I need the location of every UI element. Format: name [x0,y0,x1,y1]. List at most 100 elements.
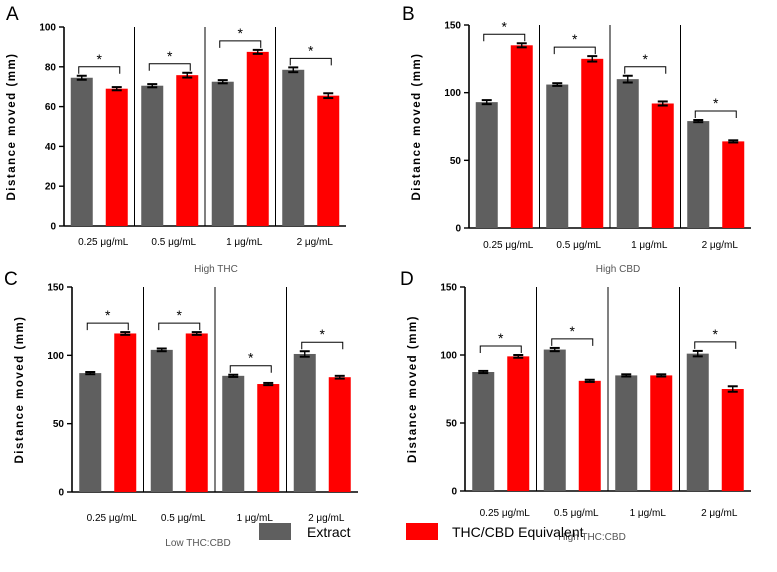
legend: Extract THC/CBD Equivalent [259,523,584,540]
significance-bracket [219,40,262,48]
category-label: 2 μg/mL [308,513,345,524]
significance-star: * [248,350,254,366]
y-tick-label: 50 [450,156,462,167]
y-tick-label: 0 [451,487,457,498]
y-tick-label: 150 [444,21,461,32]
significance-bracket [86,322,129,331]
bar-equivalent [105,88,128,226]
y-tick-label: 100 [444,88,461,99]
panel-title: High THC:CBD [558,532,626,543]
y-axis-label: Distance moved (mm) [411,52,423,200]
significance-bracket [158,322,201,331]
bar-equivalent [510,45,533,228]
significance-star: * [713,95,719,111]
significance-bracket [694,110,737,119]
panel-title: High CBD [596,264,640,275]
legend-label-equivalent: THC/CBD Equivalent [452,524,584,540]
significance-bracket [479,345,522,353]
category-label: 2 μg/mL [297,237,334,248]
panel-letter: D [400,269,414,290]
bar-extract [686,353,709,491]
bar-equivalent [176,75,199,227]
bar-equivalent [317,95,340,226]
significance-star: * [177,307,183,323]
category-label: 0.5 μg/mL [161,513,206,524]
y-axis-label: Distance moved (mm) [14,315,26,463]
bar-extract [615,375,638,491]
bar-extract [616,79,639,228]
panel-letter: A [6,4,19,25]
panel-title: Low THC:CBD [165,538,230,549]
y-tick-label: 0 [50,222,56,233]
bar-equivalent [581,58,604,229]
category-label: 2 μg/mL [702,240,739,251]
panel-letter: B [402,4,415,25]
panel-d: D 0 50 100 150 Distance moved (mm) * 0.25 μg/mL… [400,269,751,543]
y-tick-label: 100 [440,351,457,362]
legend-swatch-extract [259,523,291,540]
y-tick-label: 50 [53,419,65,430]
bar-extract [70,77,93,227]
y-tick-label: 40 [45,142,57,153]
significance-bracket [551,338,594,346]
significance-bracket [148,63,191,71]
category-label: 2 μg/mL [701,508,738,519]
significance-star: * [238,25,244,41]
significance-bracket [301,341,344,350]
panel-a: A 0 20 40 60 80 100 Distance moved (mm) * 0.25 μg… [6,4,346,275]
bar-extract [150,349,173,492]
bar-equivalent [507,356,530,491]
significance-star: * [502,18,508,34]
y-tick-label: 100 [39,23,56,34]
category-label: 0.25 μg/mL [480,508,531,519]
y-tick-label: 80 [45,62,57,73]
bar-equivalent [578,380,601,491]
significance-star: * [105,307,111,323]
significance-bracket [553,46,596,55]
significance-bracket [78,66,121,74]
bar-equivalent [328,377,351,492]
bar-extract [79,373,102,492]
bar-equivalent [185,333,208,492]
category-label: 0.5 μg/mL [151,237,196,248]
bar-equivalent [114,333,137,492]
bar-extract [543,349,566,491]
significance-star: * [167,48,173,64]
panel-c: C 0 50 100 150 Distance moved (mm) * 0.25 μg/mL… [4,269,358,549]
significance-star: * [320,326,326,342]
panels-layer: A 0 20 40 60 80 100 Distance moved (mm) * 0.25 μg… [4,4,751,549]
significance-star: * [308,42,314,58]
category-label: 0.5 μg/mL [556,240,601,251]
significance-bracket [483,33,526,42]
significance-bracket [624,66,667,74]
bar-extract [687,121,710,228]
panel-title: High THC [194,264,238,275]
y-tick-label: 150 [47,283,64,294]
bar-equivalent [257,384,280,492]
category-label: 0.25 μg/mL [78,237,129,248]
bar-equivalent [721,389,744,491]
bar-equivalent [722,141,745,228]
y-tick-label: 100 [47,351,64,362]
y-tick-label: 20 [45,182,57,193]
y-axis-label: Distance moved (mm) [407,315,419,463]
legend-label-extract: Extract [307,524,351,540]
bar-extract [141,85,164,226]
significance-star: * [570,323,576,339]
category-label: 0.25 μg/mL [483,240,534,251]
category-label: 0.25 μg/mL [87,513,138,524]
y-tick-label: 0 [58,488,64,499]
bar-equivalent [650,375,673,491]
bar-equivalent [246,51,269,226]
significance-star: * [713,326,719,342]
y-tick-label: 0 [455,224,461,235]
significance-star: * [498,330,504,346]
bar-extract [211,81,234,226]
legend-swatch-equivalent [406,523,438,540]
y-tick-label: 150 [440,283,457,294]
bar-extract [293,353,316,492]
y-tick-label: 60 [45,102,57,113]
bar-extract [475,102,498,228]
bar-equivalent [651,103,674,228]
